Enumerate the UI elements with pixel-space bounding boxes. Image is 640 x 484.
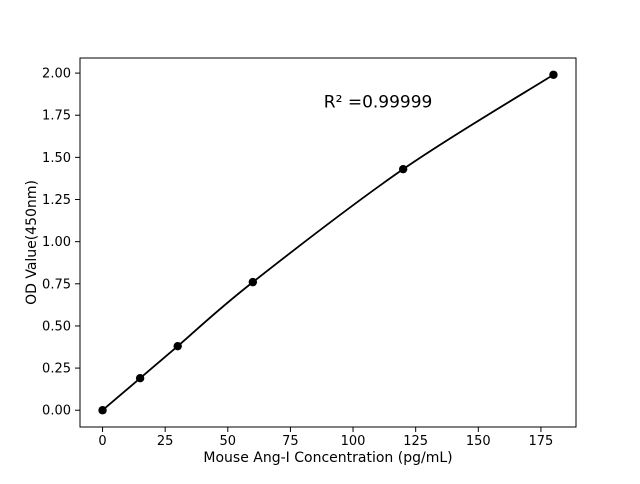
y-tick-label: 2.00: [42, 67, 71, 82]
plot-border: [79, 57, 577, 428]
y-tick-label: 0.00: [42, 404, 71, 419]
data-point: [398, 164, 408, 174]
x-tick-label: 150: [466, 434, 491, 449]
x-tick-label: 175: [529, 434, 554, 449]
data-point: [173, 341, 182, 351]
data-point: [248, 277, 258, 287]
y-tick-label: 0.75: [42, 277, 71, 292]
x-tick-label: 0: [98, 434, 106, 449]
y-tick-label: 1.50: [42, 151, 71, 166]
x-tick-label: 75: [282, 434, 299, 449]
y-tick-label: 0.25: [42, 362, 71, 377]
x-axis-label: Mouse Ang-I Concentration (pg/mL): [203, 450, 452, 466]
data-point: [135, 373, 145, 383]
data-point: [549, 70, 558, 79]
x-tick-label: 125: [403, 434, 428, 449]
y-axis-label: OD Value(450nm): [24, 180, 40, 305]
x-tick-label: 25: [157, 434, 174, 449]
plot-area: 0 25 50 75 100 125 150 175 0.00 0.25 0.50 0.75 1.00 1…: [42, 57, 577, 449]
x-tick-label: 100: [341, 434, 366, 449]
x-tick-label: 50: [220, 434, 237, 449]
y-tick-label: 1.75: [42, 109, 71, 124]
y-tick-label: 1.00: [42, 235, 71, 250]
data-point: [98, 406, 107, 415]
r-squared-annotation: R² =0.99999: [324, 93, 433, 113]
y-tick-label: 1.25: [42, 193, 71, 208]
y-tick-label: 0.50: [42, 319, 71, 334]
